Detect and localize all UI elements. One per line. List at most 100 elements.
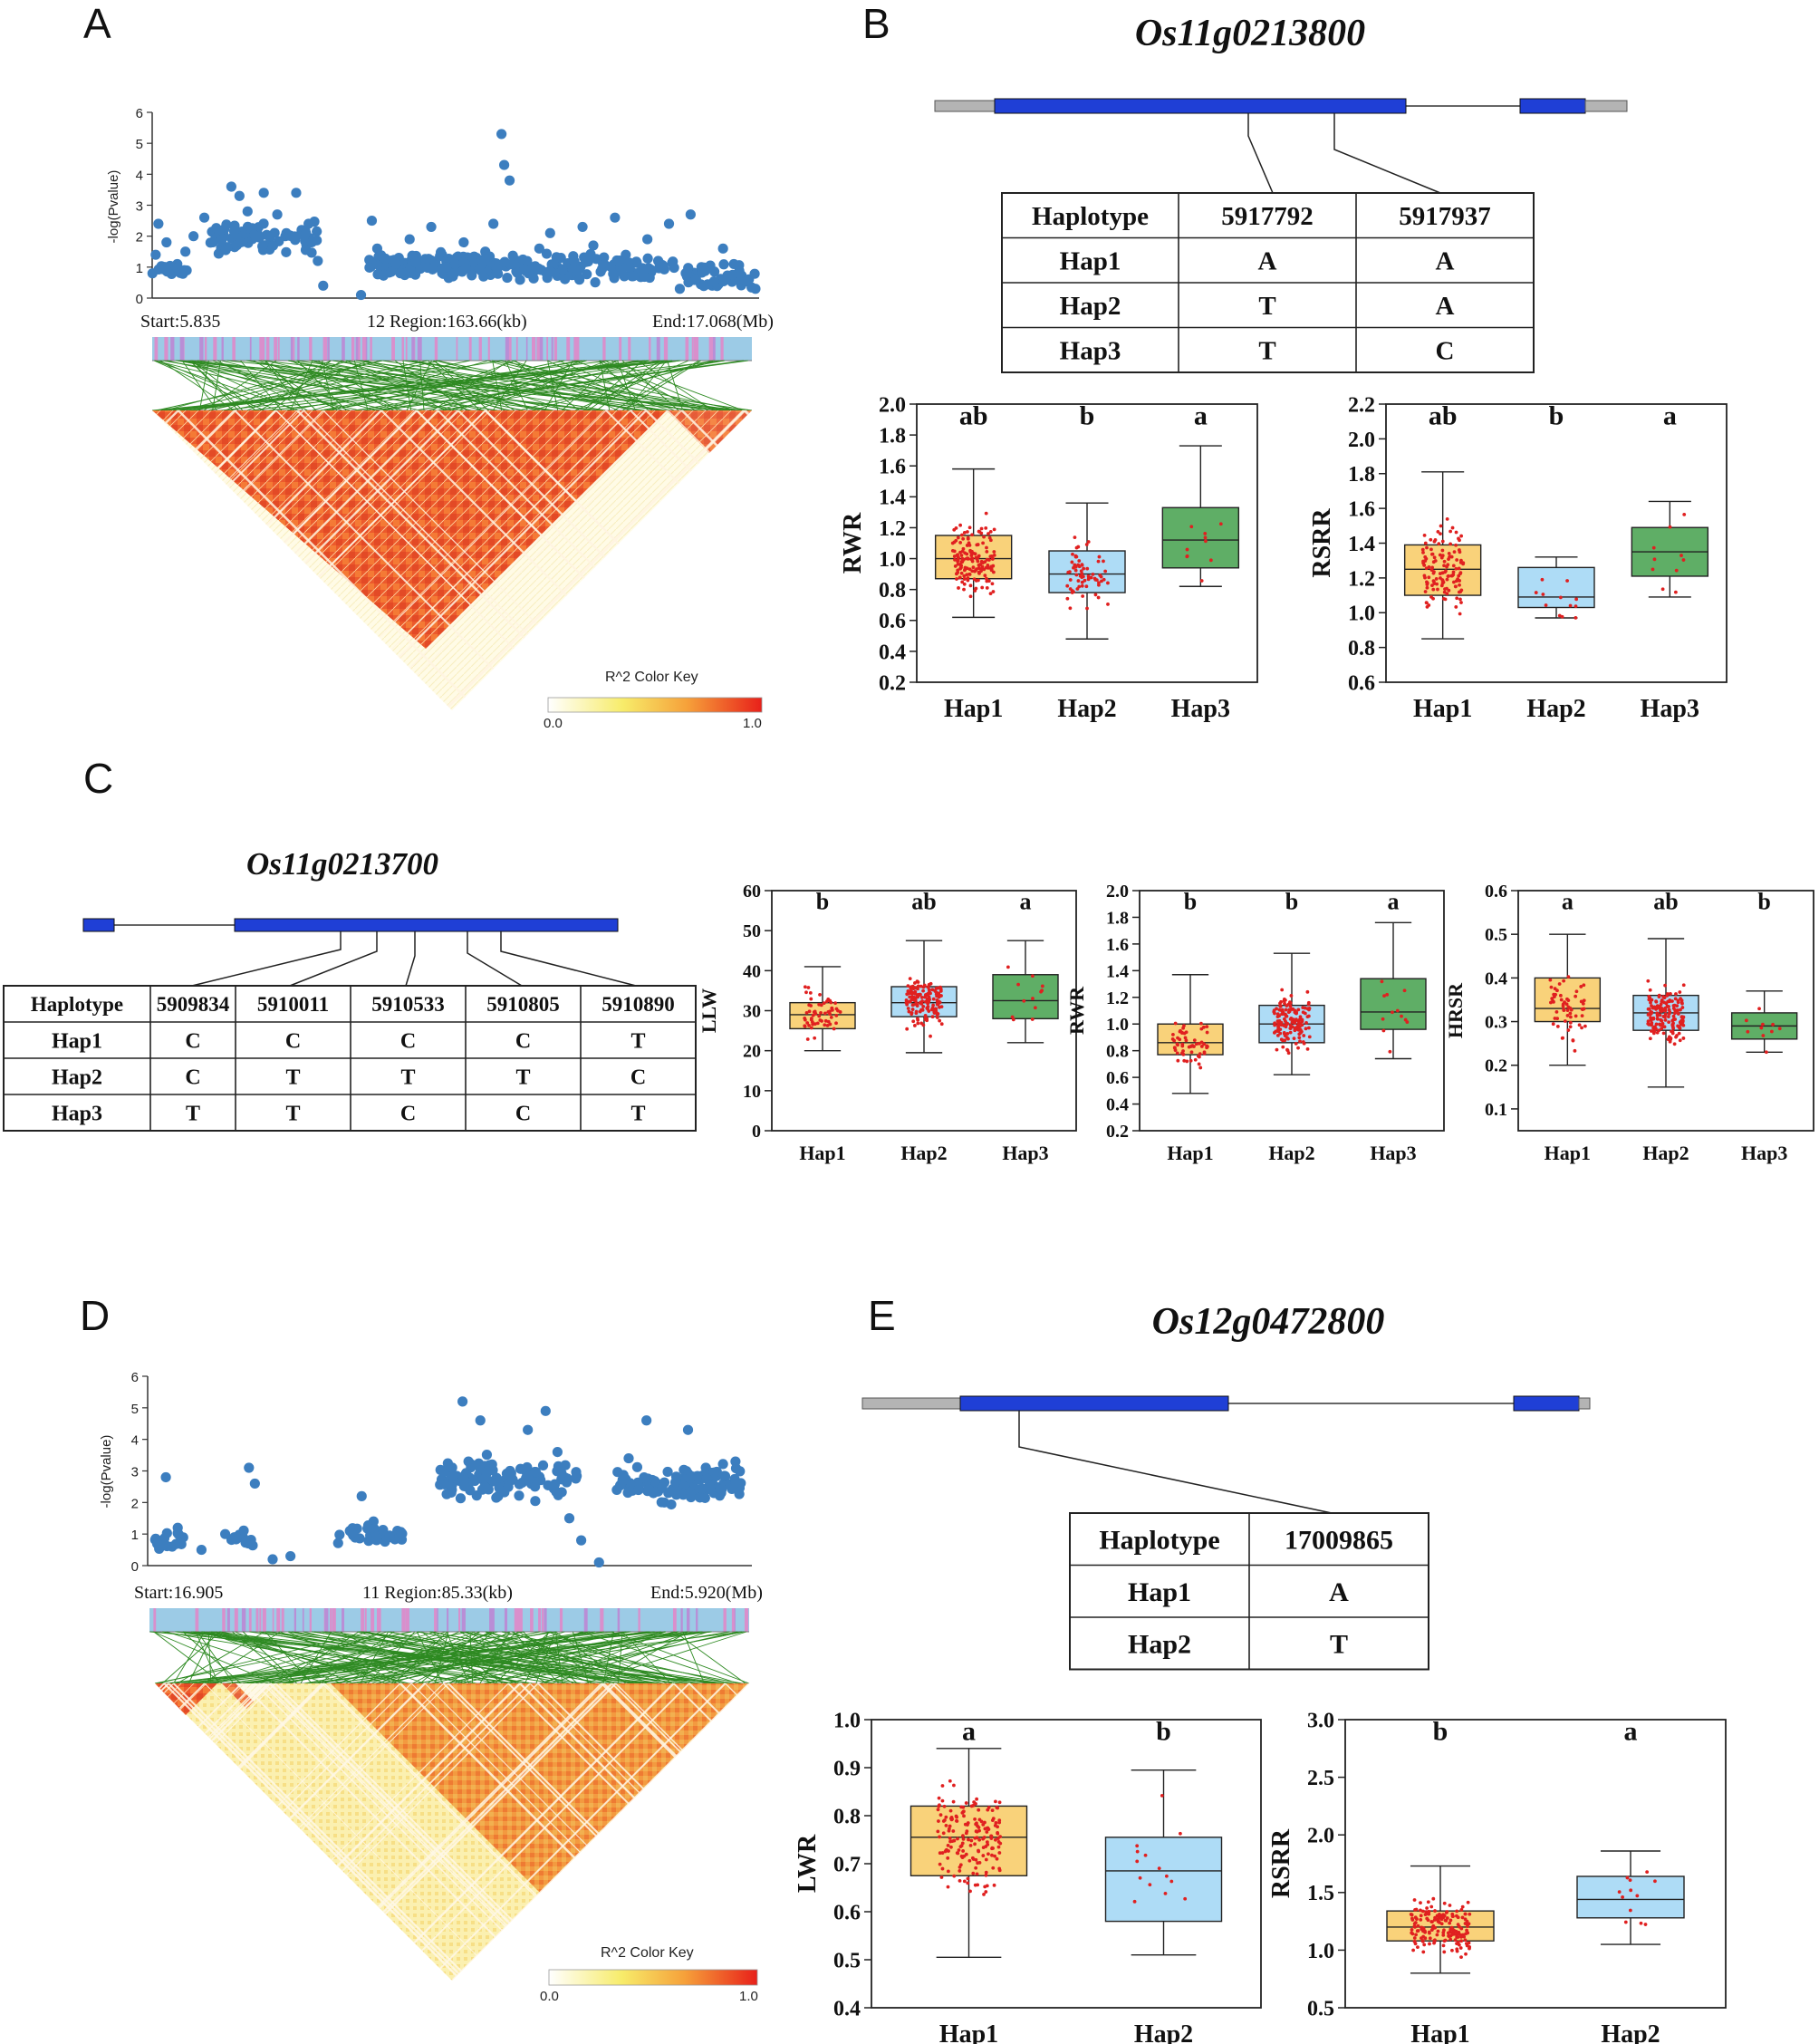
- box-hap1: [789, 1001, 856, 1030]
- data-point: [1581, 1008, 1585, 1012]
- data-point: [1663, 1008, 1668, 1013]
- data-point: [960, 1810, 965, 1815]
- y-tick-label: 1: [131, 1528, 139, 1543]
- data-point: [1074, 573, 1079, 577]
- data-point: [955, 1815, 959, 1819]
- y-tick-label: 0: [136, 292, 143, 307]
- snp-stripe: [619, 337, 622, 361]
- significance-letter: b: [1757, 888, 1770, 914]
- data-point: [921, 1004, 926, 1008]
- snp-stripe: [456, 337, 458, 361]
- data-point: [1678, 1038, 1682, 1043]
- data-point: [1304, 1021, 1308, 1025]
- x-tick-label: Hap1: [1545, 1142, 1591, 1164]
- data-point: [1419, 1914, 1423, 1918]
- data-point: [911, 1019, 916, 1024]
- data-point: [1185, 554, 1189, 558]
- data-point: [1292, 1036, 1296, 1041]
- ld-connector: [437, 360, 620, 411]
- data-point: [1430, 565, 1435, 570]
- e-exon-2: [1513, 1395, 1580, 1412]
- data-point: [1443, 1918, 1448, 1923]
- snp-point: [576, 1535, 587, 1546]
- data-point: [975, 1872, 979, 1876]
- data-point: [1080, 583, 1084, 588]
- data-point: [1279, 1037, 1284, 1042]
- ld-connector: [177, 1631, 533, 1684]
- data-point: [1425, 545, 1429, 550]
- data-point: [1285, 1022, 1289, 1027]
- snp-point: [160, 1471, 171, 1483]
- data-point: [1441, 580, 1446, 584]
- snp-point: [674, 284, 686, 294]
- y-tick-label: 0.8: [833, 1805, 861, 1828]
- data-point: [1551, 1022, 1555, 1027]
- data-point: [1275, 1047, 1279, 1052]
- d-snp-bar: [149, 1608, 749, 1632]
- data-point: [938, 1005, 941, 1009]
- ld-connector: [611, 360, 744, 411]
- data-point: [1671, 1007, 1676, 1010]
- data-point: [1283, 998, 1287, 1002]
- snp-point: [695, 1492, 706, 1503]
- data-point: [1560, 1036, 1564, 1040]
- boxplot-c-rwr: 0.2 0.4 0.6 0.8 1.0 1.2 1.4 1.6 1.8 2.0 RWR Hap1 b Ha…: [1065, 882, 1445, 1164]
- data-point: [1680, 1001, 1684, 1006]
- data-point: [1461, 561, 1466, 565]
- data-point: [1096, 559, 1101, 564]
- data-point: [1442, 1901, 1447, 1905]
- data-point: [1574, 989, 1579, 994]
- data-point: [1065, 596, 1070, 601]
- data-point: [955, 1818, 958, 1823]
- y-tick-label: 0.1: [1485, 1100, 1507, 1120]
- data-point: [1557, 982, 1562, 986]
- data-point: [1081, 594, 1085, 598]
- snp-point: [303, 218, 314, 229]
- data-point: [1665, 1005, 1670, 1008]
- y-axis-label: RWR: [839, 512, 867, 574]
- data-point: [979, 526, 984, 531]
- ld-connector: [332, 360, 640, 411]
- snp-point: [641, 1415, 652, 1426]
- data-point: [1663, 1012, 1668, 1017]
- data-point: [1653, 1879, 1657, 1884]
- data-point: [990, 1818, 995, 1822]
- data-point: [992, 527, 996, 532]
- snp-stripe: [720, 337, 724, 361]
- data-point: [981, 541, 985, 545]
- data-point: [1205, 1046, 1209, 1050]
- data-point: [1076, 579, 1081, 583]
- data-point: [1448, 1921, 1452, 1925]
- data-point: [1428, 1936, 1432, 1941]
- data-point: [977, 1808, 981, 1812]
- snp-point: [447, 1484, 457, 1495]
- data-point: [911, 1003, 916, 1007]
- b-utr-5: [934, 100, 996, 112]
- data-point: [1568, 1011, 1573, 1016]
- snp-point: [318, 280, 329, 291]
- snp-point: [654, 258, 666, 269]
- snp-stripe: [361, 1608, 365, 1632]
- data-point: [993, 1854, 997, 1858]
- snp-stripe: [248, 1608, 252, 1632]
- data-point: [1106, 603, 1110, 606]
- data-point: [1305, 1015, 1310, 1019]
- data-point: [954, 538, 958, 543]
- snp-stripe: [199, 337, 204, 361]
- data-point: [986, 532, 990, 535]
- data-point: [1621, 1895, 1625, 1899]
- data-point: [1280, 988, 1285, 992]
- data-point: [1442, 1939, 1447, 1943]
- panel-b-letter: B: [862, 0, 890, 47]
- data-point: [982, 535, 986, 539]
- snp-point: [435, 246, 447, 258]
- data-point: [1439, 532, 1442, 536]
- data-point: [985, 549, 989, 554]
- table-cell: A: [1258, 246, 1277, 275]
- snp-point: [467, 256, 478, 268]
- table-cell: C: [185, 1029, 200, 1053]
- snp-stripe: [745, 1608, 749, 1632]
- data-point: [1651, 1017, 1656, 1021]
- data-point: [1179, 1831, 1182, 1836]
